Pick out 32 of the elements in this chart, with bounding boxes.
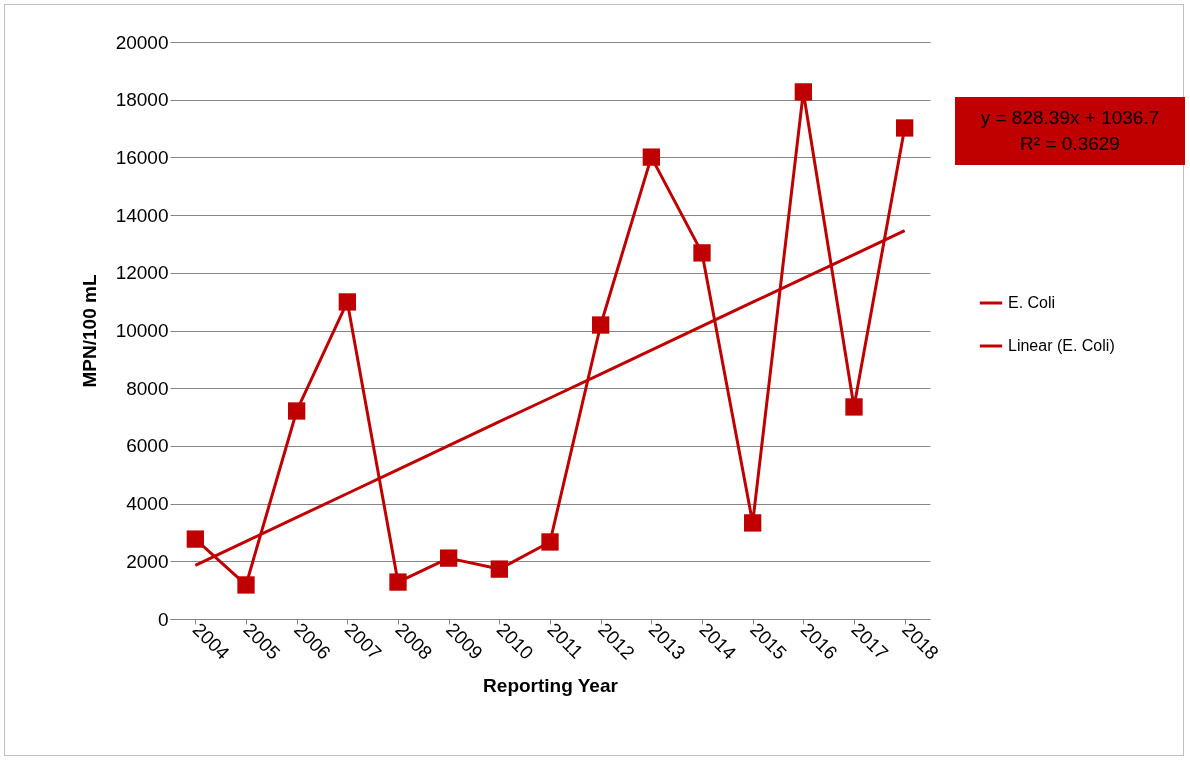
y-tick-label: 18000	[115, 89, 169, 111]
point	[592, 316, 610, 334]
y-tick-label: 6000	[126, 435, 169, 457]
y-tick-label: 10000	[115, 320, 169, 341]
y-tick-label: 8000	[126, 377, 169, 399]
y-tick-label: 0	[157, 608, 169, 630]
y-tick-label: 12000	[115, 262, 169, 284]
text: y = 828.39x + 1036.7	[979, 106, 1161, 130]
y-axis-title: MPN/100 mL	[78, 274, 100, 388]
y-tick-label: 4000	[126, 493, 169, 515]
y-tick-label: 16000	[115, 146, 169, 168]
point	[744, 514, 762, 532]
y-tick-label: 2000	[126, 550, 169, 572]
point	[845, 398, 863, 416]
point	[389, 573, 407, 591]
y-tick-label: 14000	[115, 204, 169, 226]
point	[237, 576, 255, 594]
x-axis-title: Reporting Year	[483, 675, 619, 697]
point	[186, 530, 204, 548]
text: R² = 0.3629	[1019, 132, 1121, 156]
point	[642, 148, 660, 166]
legend-label: Linear (E. Coli)	[1008, 337, 1115, 354]
point	[440, 549, 458, 567]
point	[896, 119, 914, 137]
point	[490, 560, 508, 578]
point	[541, 533, 559, 551]
y-tick-label: 20000	[115, 31, 169, 53]
point	[693, 244, 711, 262]
point	[794, 83, 812, 101]
point	[338, 293, 356, 311]
legend-label: E. Coli	[1008, 294, 1056, 311]
point	[288, 402, 306, 420]
